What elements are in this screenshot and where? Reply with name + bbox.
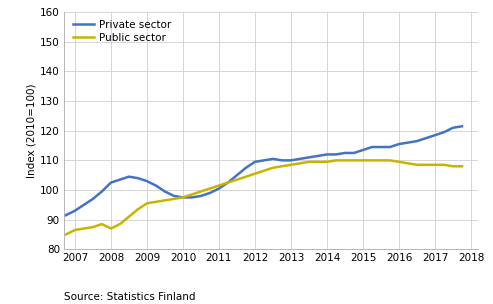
Public sector <box>315 160 321 164</box>
Private sector <box>171 194 177 198</box>
Public sector <box>81 227 87 230</box>
Public sector <box>423 163 429 167</box>
Private sector <box>315 154 321 158</box>
Public sector <box>144 202 150 205</box>
Public sector <box>63 233 69 236</box>
Private sector <box>459 124 465 128</box>
Private sector <box>243 166 249 170</box>
Public sector <box>378 158 384 162</box>
Public sector <box>207 187 213 190</box>
Public sector <box>153 200 159 204</box>
Public sector <box>459 164 465 168</box>
Private sector <box>99 190 105 193</box>
Private sector <box>369 145 375 149</box>
Public sector <box>261 169 267 173</box>
Private sector <box>297 157 303 161</box>
Public sector <box>126 215 132 219</box>
Private sector <box>162 190 168 193</box>
Private sector <box>63 213 69 217</box>
Public sector <box>396 160 402 164</box>
Private sector <box>414 139 420 143</box>
Public sector <box>108 227 114 230</box>
Private sector <box>216 187 222 190</box>
Public sector <box>324 160 330 164</box>
Public sector <box>135 207 141 211</box>
Private sector <box>333 153 339 156</box>
Private sector <box>234 173 240 177</box>
Private sector <box>432 133 438 137</box>
Public sector <box>171 197 177 201</box>
Public sector <box>279 164 285 168</box>
Private sector <box>180 195 186 199</box>
Private sector <box>198 194 204 198</box>
Private sector <box>360 148 366 152</box>
Private sector <box>108 181 114 185</box>
Public sector <box>405 161 411 165</box>
Public sector <box>414 163 420 167</box>
Public sector <box>198 190 204 193</box>
Public sector <box>432 163 438 167</box>
Line: Private sector: Private sector <box>66 126 462 215</box>
Public sector <box>270 166 276 170</box>
Public sector <box>90 225 96 229</box>
Line: Public sector: Public sector <box>66 160 462 234</box>
Public sector <box>162 199 168 202</box>
Private sector <box>153 184 159 187</box>
Private sector <box>144 179 150 183</box>
Public sector <box>234 178 240 181</box>
Private sector <box>81 203 87 207</box>
Public sector <box>306 160 312 164</box>
Public sector <box>72 228 78 232</box>
Public sector <box>450 164 456 168</box>
Private sector <box>306 156 312 159</box>
Private sector <box>225 181 231 185</box>
Public sector <box>333 158 339 162</box>
Public sector <box>225 181 231 185</box>
Legend: Private sector, Public sector: Private sector, Public sector <box>73 20 172 43</box>
Public sector <box>342 158 348 162</box>
Text: Source: Statistics Finland: Source: Statistics Finland <box>64 292 196 302</box>
Private sector <box>441 130 447 134</box>
Private sector <box>279 158 285 162</box>
Private sector <box>405 141 411 144</box>
Private sector <box>261 158 267 162</box>
Private sector <box>72 209 78 212</box>
Public sector <box>243 175 249 178</box>
Private sector <box>288 158 294 162</box>
Private sector <box>450 126 456 130</box>
Private sector <box>207 191 213 195</box>
Private sector <box>324 153 330 156</box>
Private sector <box>387 145 393 149</box>
Public sector <box>180 195 186 199</box>
Public sector <box>189 193 195 196</box>
Public sector <box>351 158 357 162</box>
Private sector <box>270 157 276 161</box>
Public sector <box>369 158 375 162</box>
Public sector <box>288 163 294 167</box>
Public sector <box>297 161 303 165</box>
Public sector <box>252 172 258 175</box>
Public sector <box>441 163 447 167</box>
Private sector <box>378 145 384 149</box>
Private sector <box>189 195 195 199</box>
Private sector <box>90 197 96 201</box>
Y-axis label: Index (2010=100): Index (2010=100) <box>26 84 36 178</box>
Private sector <box>126 175 132 178</box>
Private sector <box>117 178 123 181</box>
Public sector <box>360 158 366 162</box>
Public sector <box>117 222 123 226</box>
Private sector <box>252 160 258 164</box>
Public sector <box>99 222 105 226</box>
Private sector <box>135 176 141 180</box>
Public sector <box>216 184 222 187</box>
Private sector <box>423 136 429 140</box>
Public sector <box>387 158 393 162</box>
Private sector <box>396 142 402 146</box>
Private sector <box>342 151 348 155</box>
Private sector <box>351 151 357 155</box>
